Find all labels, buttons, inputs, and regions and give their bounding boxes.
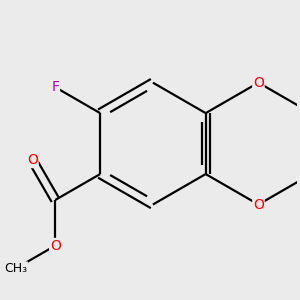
Text: O: O [253,76,264,90]
Text: O: O [253,197,264,212]
Text: O: O [27,153,38,167]
Text: O: O [50,238,61,253]
Text: F: F [51,80,59,94]
Text: CH₃: CH₃ [4,262,27,275]
